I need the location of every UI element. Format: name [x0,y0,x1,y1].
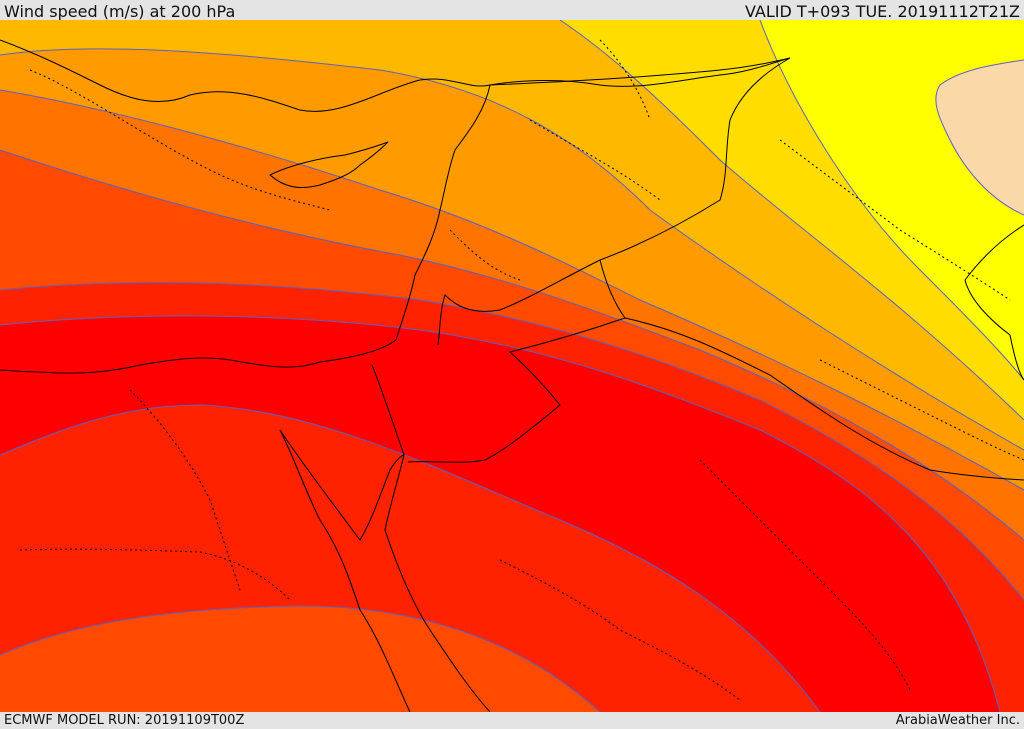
border-iraq-saudi [624,317,1024,481]
wind-speed-map [0,20,1024,712]
coastline-redsea-west [279,429,411,712]
valid-time: VALID T+093 TUE. 20191112T21Z [744,2,1020,21]
coastline [0,39,791,112]
coastline-gulf [964,224,1024,381]
credit-label: ArabiaWeather Inc. [895,713,1020,728]
band-bottom [0,606,600,712]
contour-line [0,605,601,712]
border-jordan-saudi [407,259,626,463]
contour-line [0,315,1001,712]
contour-line [0,89,1024,491]
contour-line [0,149,1024,541]
band-core [0,315,1000,712]
coastline-redsea-east [384,454,491,712]
coastlines [0,39,1024,712]
border-syria-iraq [489,57,791,311]
admin-boundaries [19,39,1024,701]
admin-boundary [499,559,741,701]
contour-line [935,59,1024,216]
border-israel-sinai [371,364,405,456]
coastline-sinai [279,429,405,541]
band-lowest [935,60,1024,215]
contour-line [759,20,1024,381]
model-run-label: ECMWF MODEL RUN: 20191109T00Z [4,713,245,728]
admin-boundary [529,119,661,201]
contour-line [559,20,1024,421]
contour-line [0,48,1024,451]
isotach-contours [0,20,1024,712]
admin-boundary [599,39,651,121]
coastline-cyprus [269,141,389,188]
admin-boundary [19,548,291,601]
contour-line [0,282,1024,601]
map-title: Wind speed (m/s) at 200 hPa [4,2,236,21]
country-borders [371,57,1024,481]
coastline-levant [0,84,491,374]
contour-line [0,404,821,712]
admin-boundary [29,69,331,211]
wind-bands [0,20,1024,712]
admin-boundary [129,389,241,591]
